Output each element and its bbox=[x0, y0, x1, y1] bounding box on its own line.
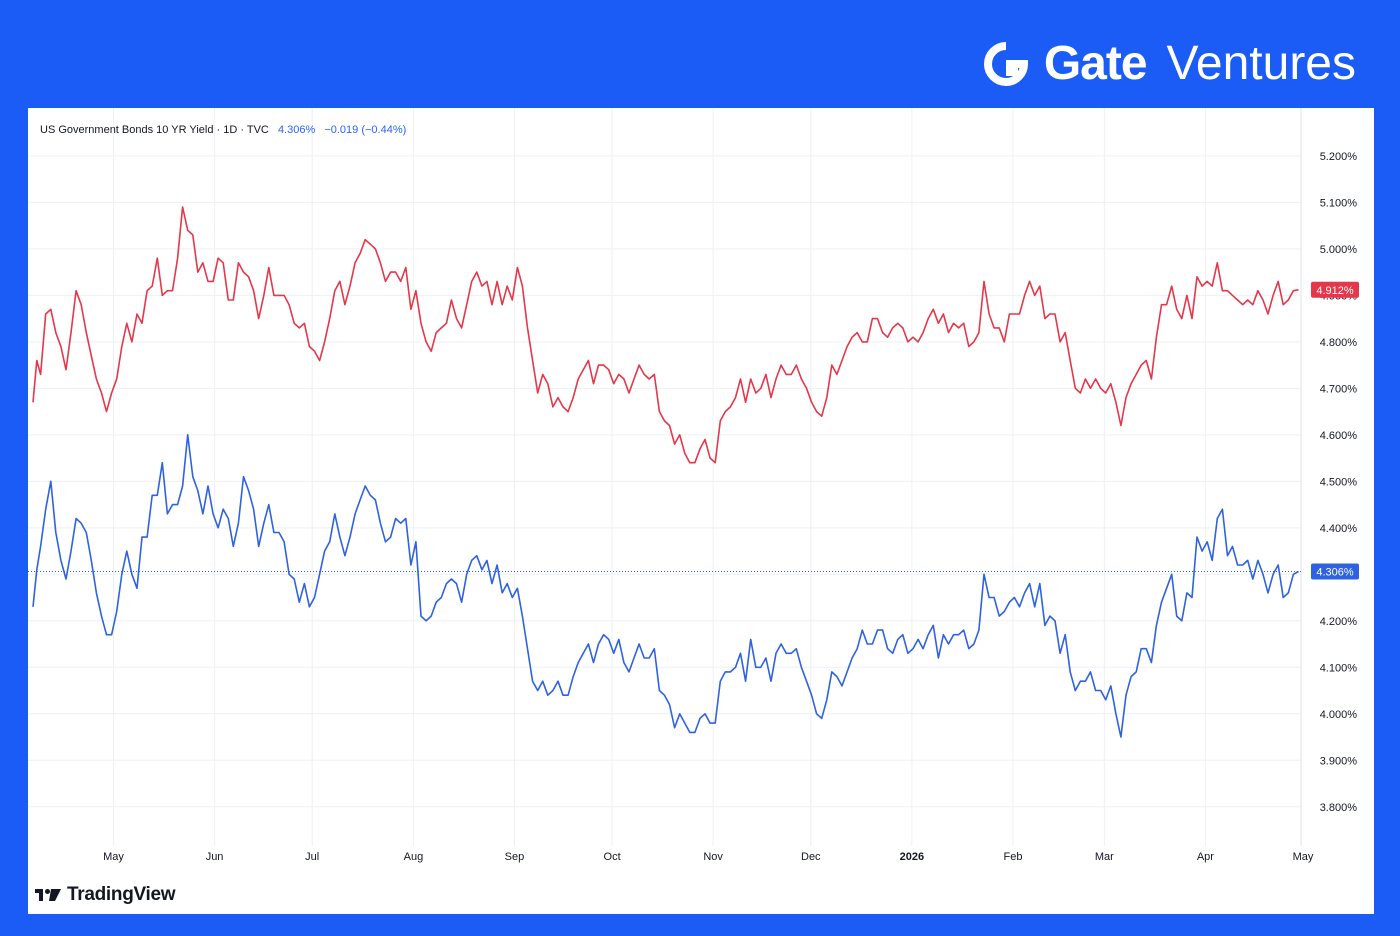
legend-change: −0.019 (−0.44%) bbox=[324, 124, 407, 136]
y-tick-label: 5.100% bbox=[1320, 197, 1358, 209]
price-label-badge bbox=[1311, 281, 1359, 298]
y-tick-label: 4.100% bbox=[1320, 662, 1358, 674]
x-tick-label: Jul bbox=[305, 851, 319, 863]
x-tick-label: May bbox=[1293, 851, 1314, 863]
y-tick-label: 5.200% bbox=[1320, 151, 1358, 163]
y-tick-label: 4.800% bbox=[1320, 337, 1358, 349]
y-tick-label: 4.700% bbox=[1320, 383, 1358, 395]
chart-panel: 5.200%5.100%5.000%4.900%4.800%4.700%4.60… bbox=[28, 108, 1374, 914]
x-tick-label: Dec bbox=[801, 851, 821, 863]
x-tick-label: May bbox=[103, 851, 124, 863]
x-tick-label: 2026 bbox=[900, 851, 924, 863]
price-label-text: 4.306% bbox=[1316, 567, 1354, 579]
line-chart[interactable]: 5.200%5.100%5.000%4.900%4.800%4.700%4.60… bbox=[28, 108, 1374, 914]
y-tick-label: 4.600% bbox=[1320, 430, 1358, 442]
gate-logo-icon bbox=[983, 42, 1028, 86]
x-tick-label: Feb bbox=[1004, 851, 1023, 863]
y-tick-label: 4.000% bbox=[1320, 709, 1358, 721]
brand-name-gate: Gate bbox=[1043, 37, 1148, 90]
legend-value: 4.306% bbox=[277, 124, 316, 136]
y-tick-label: 3.800% bbox=[1320, 802, 1358, 814]
price-label-text: 4.912% bbox=[1316, 285, 1354, 297]
x-tick-label: Oct bbox=[604, 851, 621, 863]
x-tick-label: Mar bbox=[1095, 851, 1114, 863]
y-tick-label: 4.500% bbox=[1320, 476, 1358, 488]
series-line-blue[interactable] bbox=[32, 434, 1299, 738]
x-tick-label: Nov bbox=[703, 851, 723, 863]
x-tick-label: Sep bbox=[505, 851, 525, 863]
price-label-badge bbox=[1311, 563, 1359, 580]
x-tick-label: Apr bbox=[1197, 851, 1214, 863]
tradingview-watermark[interactable]: TradingView bbox=[35, 884, 176, 906]
legend-symbol: US Government Bonds 10 YR Yield · 1D · T… bbox=[40, 124, 269, 136]
y-tick-label: 4.400% bbox=[1320, 523, 1358, 535]
chart-legend[interactable]: US Government Bonds 10 YR Yield · 1D · T… bbox=[40, 124, 406, 136]
brand-header: Gate Ventures bbox=[982, 40, 1356, 88]
brand-name-ventures: Ventures bbox=[1166, 37, 1356, 90]
tradingview-wordmark: TradingView bbox=[67, 884, 176, 905]
tradingview-logo-icon bbox=[35, 889, 61, 901]
series-line-red[interactable] bbox=[32, 206, 1299, 464]
y-tick-label: 3.900% bbox=[1320, 755, 1358, 767]
x-tick-label: Jun bbox=[206, 851, 224, 863]
y-tick-label: 5.000% bbox=[1320, 244, 1358, 256]
y-tick-label: 4.200% bbox=[1320, 616, 1358, 628]
x-tick-label: Aug bbox=[404, 851, 424, 863]
